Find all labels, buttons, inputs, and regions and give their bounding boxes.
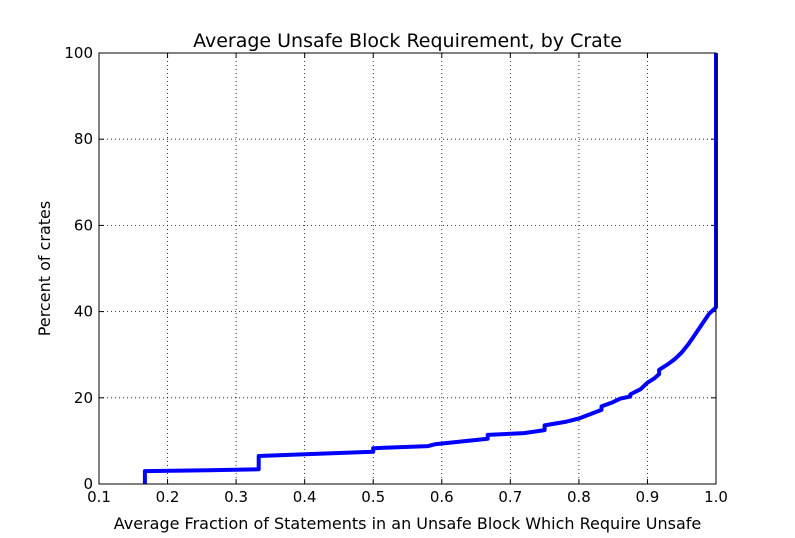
chart-title: Average Unsafe Block Requirement, by Cra… xyxy=(193,30,622,52)
y-tick-label: 0 xyxy=(83,475,93,493)
y-axis-label: Percent of crates xyxy=(35,201,54,336)
y-tick-label: 20 xyxy=(74,389,93,407)
grid xyxy=(99,53,716,484)
y-tick-label: 100 xyxy=(64,44,93,62)
y-tick-label: 40 xyxy=(74,303,93,321)
x-tick-label: 1.0 xyxy=(704,488,728,506)
x-tick-label: 0.1 xyxy=(87,488,111,506)
y-tick-label: 80 xyxy=(74,130,93,148)
x-tick-label: 0.3 xyxy=(224,488,248,506)
x-axis-label: Average Fraction of Statements in an Uns… xyxy=(114,514,702,533)
x-tick-label: 0.2 xyxy=(156,488,180,506)
x-tick-label: 0.9 xyxy=(636,488,660,506)
x-tick-label: 0.7 xyxy=(498,488,522,506)
x-tick-label: 0.4 xyxy=(293,488,317,506)
x-tick-label: 0.8 xyxy=(567,488,591,506)
series-layer xyxy=(142,53,718,484)
x-tick-label: 0.5 xyxy=(361,488,385,506)
x-tick-label: 0.6 xyxy=(430,488,454,506)
plot-frame xyxy=(98,52,717,485)
cdf-line xyxy=(142,53,718,484)
y-tick-label: 60 xyxy=(74,216,93,234)
ticks: 0.1 0.2 0.3 0.4 0.5 0.6 0.7 0.8 0.9 1.0 0 20 40 60 80 1… xyxy=(64,44,728,506)
